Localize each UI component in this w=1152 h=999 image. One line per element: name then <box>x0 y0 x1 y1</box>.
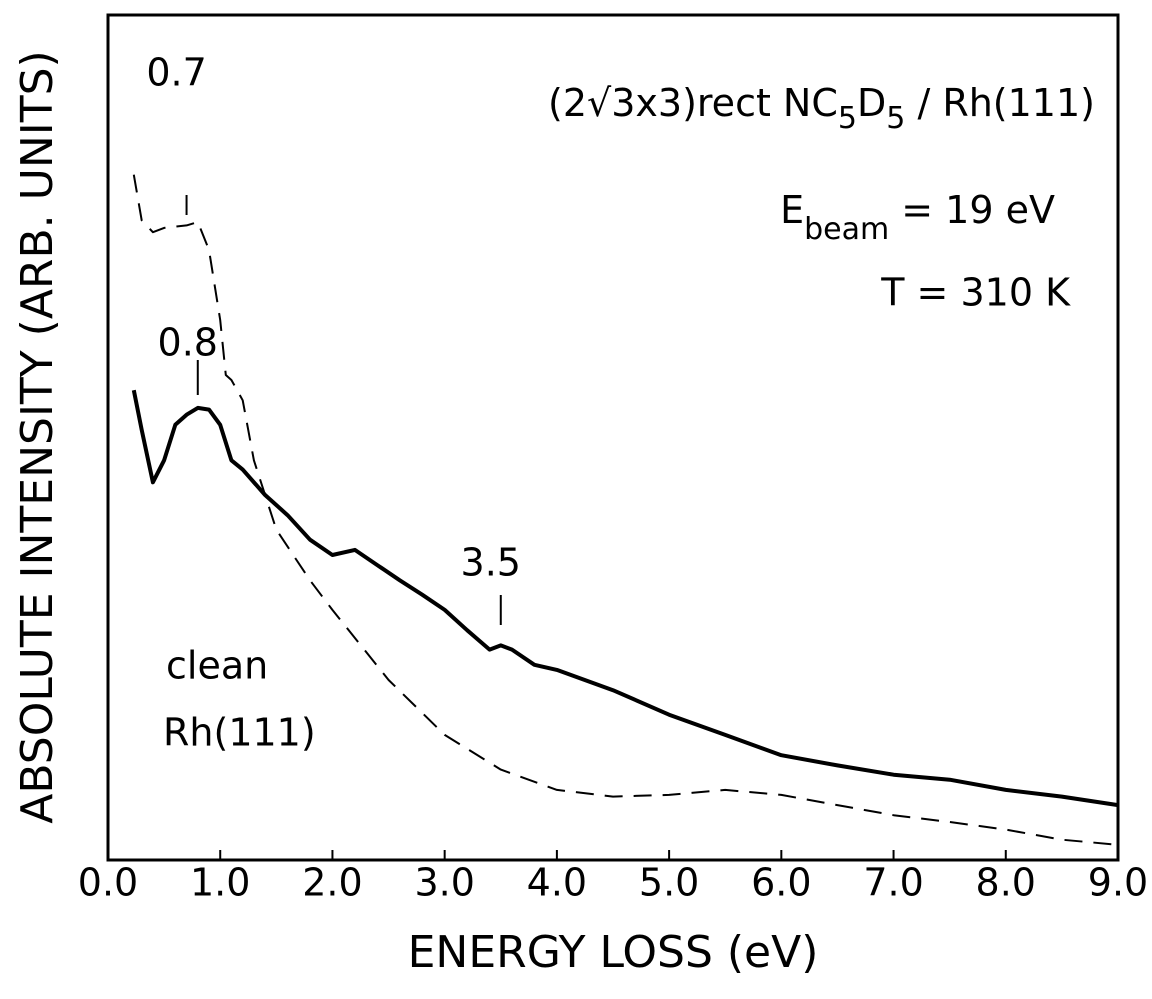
header-line: Ebeam = 19 eV <box>780 188 1055 247</box>
x-tick-label: 5.0 <box>639 861 699 905</box>
header-text: = 19 eV <box>889 188 1055 232</box>
series-label: clean <box>166 644 268 688</box>
x-tick-label: 6.0 <box>751 861 811 905</box>
peak-label: 3.5 <box>461 541 521 585</box>
header-line: T = 310 K <box>880 271 1071 315</box>
header-text: / Rh(111) <box>905 81 1095 125</box>
x-tick-label: 9.0 <box>1088 861 1148 905</box>
header-text: D <box>857 81 886 125</box>
header-line: (2√3x3)rect NC5D5 / Rh(111) <box>548 81 1095 136</box>
header-sub: 5 <box>838 101 857 136</box>
data-line <box>131 389 1119 808</box>
x-tick-label: 3.0 <box>414 861 474 905</box>
x-tick-label: 8.0 <box>976 861 1036 905</box>
header-sub: 5 <box>886 101 905 136</box>
header-sub: beam <box>804 212 889 247</box>
peak-label: 0.8 <box>158 321 218 365</box>
plot-frame <box>106 13 1120 862</box>
x-tick-label: 1.0 <box>190 861 250 905</box>
peak-label: 0.7 <box>146 51 206 95</box>
y-axis-label: ABSOLUTE INTENSITY (ARB. UNITS) <box>12 50 63 823</box>
x-axis-label: ENERGY LOSS (eV) <box>408 927 819 978</box>
header-text: E <box>780 188 804 232</box>
x-tick-label: 2.0 <box>302 861 362 905</box>
x-tick-label: 7.0 <box>863 861 923 905</box>
header-text: (2√3x3)rect NC <box>548 81 838 125</box>
data-line <box>132 174 1119 846</box>
x-tick-label: 0.0 <box>78 861 138 905</box>
series-label: Rh(111) <box>163 711 316 755</box>
x-tick-label: 4.0 <box>527 861 587 905</box>
